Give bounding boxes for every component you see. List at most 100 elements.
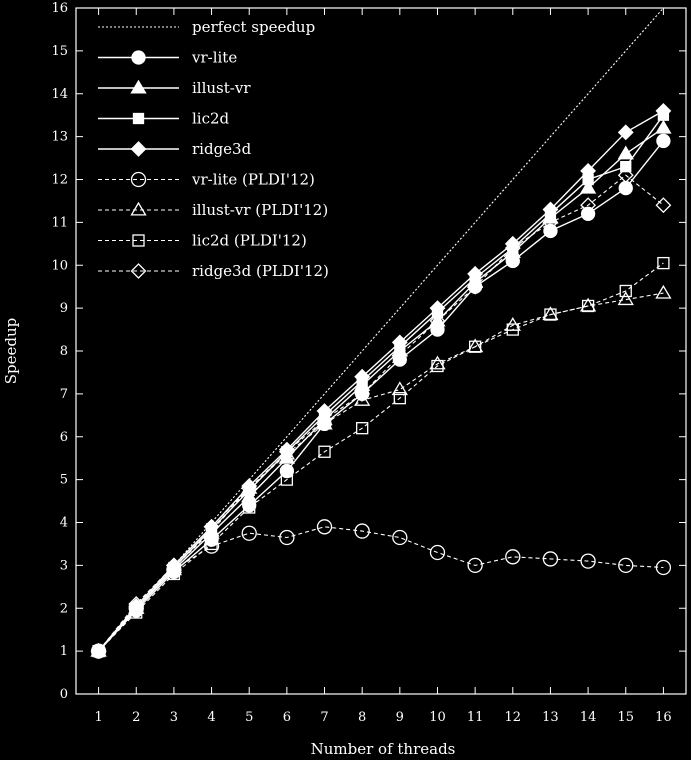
data-point (655, 559, 672, 576)
legend-label: illust-vr (PLDI'12) (192, 201, 328, 219)
series-8 (92, 256, 670, 658)
data-point (542, 201, 559, 218)
data-point (431, 359, 444, 373)
legend-label: perfect speedup (192, 18, 315, 36)
data-point (241, 480, 258, 497)
data-point (356, 422, 369, 435)
data-point (655, 102, 672, 119)
x-tick-label: 4 (207, 710, 215, 725)
legend-item: illust-vr (98, 79, 251, 97)
data-point (467, 265, 484, 282)
legend-marker (132, 112, 145, 125)
legend-marker (132, 234, 145, 247)
legend-label: vr-lite (191, 49, 237, 67)
data-point (619, 284, 632, 298)
data-point (580, 163, 597, 179)
x-axis-label: Number of threads (311, 740, 456, 758)
data-point (542, 551, 559, 567)
y-tick-label: 10 (51, 258, 68, 273)
y-tick-label: 12 (51, 173, 68, 188)
y-tick-label: 11 (51, 215, 68, 230)
legend-marker (130, 141, 147, 157)
data-point (391, 334, 408, 351)
legend-marker (130, 201, 147, 216)
data-point (581, 299, 595, 313)
data-point (280, 473, 294, 486)
legend-item: lic2d (PLDI'12) (98, 232, 307, 250)
series-9 (90, 167, 672, 660)
legend-label: vr-lite (PLDI'12) (191, 171, 315, 189)
data-point (655, 119, 672, 134)
y-tick-label: 0 (60, 687, 68, 702)
data-point (354, 368, 371, 385)
y-tick-label: 1 (60, 644, 68, 659)
data-point (241, 479, 258, 494)
data-point (316, 411, 333, 428)
series-6 (90, 519, 672, 659)
data-point (278, 443, 295, 460)
data-point (393, 392, 406, 405)
x-axis: 1 2 3 4 5 6 7 8 9 10 11 12 13 14 15 16 (94, 8, 672, 725)
data-point (130, 606, 143, 619)
data-point (657, 256, 670, 270)
legend-label: ridge3d (PLDI'12) (192, 262, 329, 280)
x-tick-label: 10 (429, 710, 446, 725)
data-point (429, 300, 446, 317)
data-point (544, 308, 557, 321)
data-point (617, 291, 634, 306)
data-point (543, 223, 558, 239)
y-tick-label: 13 (51, 130, 68, 145)
data-point (655, 197, 672, 214)
data-point (656, 133, 671, 149)
data-point (617, 124, 634, 141)
series-layer (90, 7, 672, 660)
legend-marker (130, 263, 147, 279)
data-point (617, 167, 634, 184)
data-point (468, 340, 482, 353)
legend: perfect speedup vr-lite illust-vr lic2d ridg… (98, 18, 329, 280)
y-tick-label: 16 (51, 1, 68, 16)
data-point (504, 240, 521, 257)
data-point (203, 518, 220, 535)
x-tick-label: 1 (94, 710, 102, 725)
data-point (579, 179, 597, 194)
chart-frame (75, 7, 687, 695)
data-point (618, 557, 634, 574)
legend-item: illust-vr (PLDI'12) (98, 201, 328, 219)
x-tick-label: 6 (283, 710, 291, 725)
legend-label: ridge3d (192, 140, 252, 158)
data-point (128, 596, 145, 612)
data-point (467, 278, 484, 295)
legend-item: ridge3d (98, 140, 252, 158)
data-point (166, 562, 182, 578)
series-line (98, 262, 664, 652)
data-point (467, 557, 483, 574)
series-line (98, 140, 664, 652)
legend-label: lic2d (192, 110, 230, 128)
x-tick-label: 12 (505, 710, 522, 725)
x-tick-label: 9 (396, 710, 404, 725)
series-line (98, 292, 664, 652)
y-tick-label: 8 (60, 344, 68, 359)
data-point (655, 284, 672, 299)
x-tick-label: 14 (580, 710, 597, 725)
y-tick-label: 5 (60, 473, 68, 488)
data-point (392, 529, 408, 546)
data-point (354, 385, 371, 402)
data-point (243, 501, 256, 514)
x-tick-label: 8 (358, 710, 366, 725)
x-tick-label: 5 (245, 710, 253, 725)
data-point (316, 519, 333, 535)
data-point (429, 312, 446, 327)
data-point (165, 557, 182, 574)
y-tick-label: 6 (60, 430, 68, 445)
legend-label: lic2d (PLDI'12) (192, 232, 307, 250)
series-1 (98, 7, 664, 652)
data-point (354, 523, 370, 539)
series-7 (90, 284, 672, 657)
data-point (354, 392, 371, 406)
data-point (279, 529, 295, 546)
x-tick-label: 16 (655, 710, 672, 725)
x-tick-label: 11 (467, 710, 484, 725)
data-point (92, 644, 105, 658)
